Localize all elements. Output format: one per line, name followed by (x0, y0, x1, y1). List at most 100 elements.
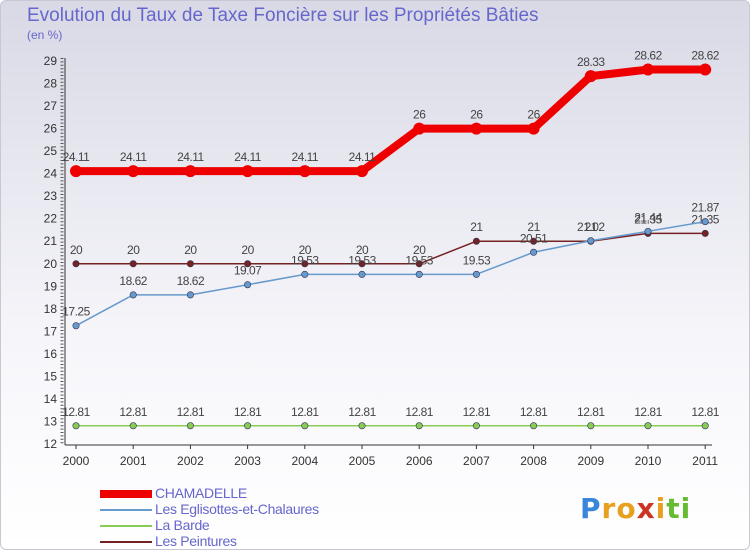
data-point (241, 165, 254, 178)
data-label: 28.62 (691, 49, 719, 63)
y-tick-label: 16 (44, 347, 58, 361)
y-tick-label: 26 (44, 122, 58, 136)
data-label: 20 (127, 243, 140, 257)
x-tick-label: 2011 (692, 454, 718, 468)
logo-letter: x (636, 492, 656, 525)
y-tick-label: 27 (44, 99, 58, 113)
legend-label: Les Peintures (155, 533, 237, 549)
series-chamadelle: 24.11 24.11 24.11 24.11 24.11 24.11 26 26 26 28.3… (63, 49, 720, 178)
data-point (415, 270, 423, 278)
data-label: 21.44 (634, 210, 662, 224)
y-tick-label: 24 (44, 167, 58, 181)
data-label: 20.51 (520, 231, 548, 245)
data-point (530, 237, 538, 245)
data-label: 21 (527, 220, 540, 234)
data-label: 19.07 (234, 264, 262, 278)
data-label: 20 (413, 243, 426, 257)
legend-swatch (100, 541, 152, 543)
y-tick-label: 29 (44, 54, 58, 68)
series-line (75, 220, 706, 327)
data-point (701, 229, 709, 237)
data-label: 12.81 (577, 405, 605, 419)
data-label: 24.11 (63, 150, 90, 164)
data-label: 12.81 (348, 405, 376, 419)
y-tick-label: 28 (44, 77, 58, 91)
data-label: 24.11 (291, 150, 318, 164)
data-point (129, 422, 137, 430)
y-tick-label: 15 (44, 369, 58, 383)
data-point (530, 422, 538, 430)
data-point (186, 422, 194, 430)
y-tick-label: 13 (44, 414, 58, 428)
x-tick-label: 2003 (234, 454, 261, 468)
data-label: 12.81 (119, 405, 147, 419)
data-label: 19.53 (291, 253, 319, 267)
y-axis-unit-label: (en %) (27, 28, 63, 42)
y-tick-label: 12 (44, 437, 58, 451)
x-tick-label: 2004 (291, 454, 318, 468)
x-tick-label: 2005 (349, 454, 376, 468)
data-label: 12.81 (405, 405, 433, 419)
data-point (584, 70, 597, 83)
x-tick-label: 2002 (177, 454, 204, 468)
data-label: 12.81 (177, 405, 205, 419)
y-tick-label: 19 (44, 279, 58, 293)
data-point (298, 165, 311, 178)
proxiti-logo: Proxiti (580, 492, 691, 525)
axes: 12 13 14 15 16 17 18 19 20 21 22 23 24 25 26 27 28 29 2000… (44, 54, 719, 468)
data-label: 20 (356, 243, 369, 257)
y-tick-label: 18 (44, 302, 58, 316)
data-point (587, 422, 595, 430)
data-point (244, 422, 252, 430)
logo-letter: r (601, 492, 617, 525)
x-tick-label: 2006 (406, 454, 433, 468)
data-point (415, 260, 423, 268)
data-label: 24.11 (234, 150, 261, 164)
series-layer: 12.81 12.81 12.81 12.81 12.81 12.81 12.81 12.81… (62, 49, 720, 430)
data-label: 17.25 (62, 305, 90, 319)
data-point (244, 281, 252, 289)
legend-swatch (100, 509, 152, 511)
data-label: 21 (470, 220, 483, 234)
x-tick-label: 2009 (577, 454, 604, 468)
x-tick-label: 2007 (463, 454, 490, 468)
data-label: 28.33 (577, 55, 605, 69)
legend-label: CHAMADELLE (155, 485, 247, 501)
data-point (415, 422, 423, 430)
data-point (470, 122, 483, 135)
data-label: 18.62 (177, 274, 205, 288)
data-point (642, 63, 654, 76)
data-label: 21.87 (691, 201, 719, 215)
data-label: 20 (241, 243, 254, 257)
chart-title: Evolution du Taux de Taxe Foncière sur l… (27, 5, 539, 26)
data-point (701, 218, 709, 226)
x-tick-label: 2001 (120, 454, 147, 468)
data-label: 12.81 (234, 405, 262, 419)
data-point (127, 165, 140, 178)
data-point (72, 322, 80, 330)
data-point (358, 422, 366, 430)
logo-letter: i (655, 492, 667, 525)
y-tick-label: 17 (44, 324, 58, 338)
data-label: 20 (70, 243, 83, 257)
data-label: 26 (527, 108, 540, 122)
data-label: 21.02 (577, 220, 605, 234)
data-label: 20 (299, 243, 312, 257)
series-line (76, 65, 706, 176)
data-label: 12.81 (691, 405, 719, 419)
logo-letter: i (680, 492, 692, 525)
data-label: 21.35 (634, 212, 662, 226)
data-point (129, 291, 137, 299)
data-label: 12.81 (634, 405, 662, 419)
x-tick-label: 2010 (635, 454, 662, 468)
y-tick-label: 23 (44, 189, 58, 203)
data-point (413, 122, 426, 135)
data-label: 19.53 (405, 253, 433, 267)
data-point (644, 422, 652, 430)
data-label: 18.62 (119, 274, 147, 288)
legend-swatch (100, 490, 152, 498)
data-point (358, 260, 366, 268)
data-point (527, 122, 540, 135)
x-tick-label: 2008 (520, 454, 547, 468)
